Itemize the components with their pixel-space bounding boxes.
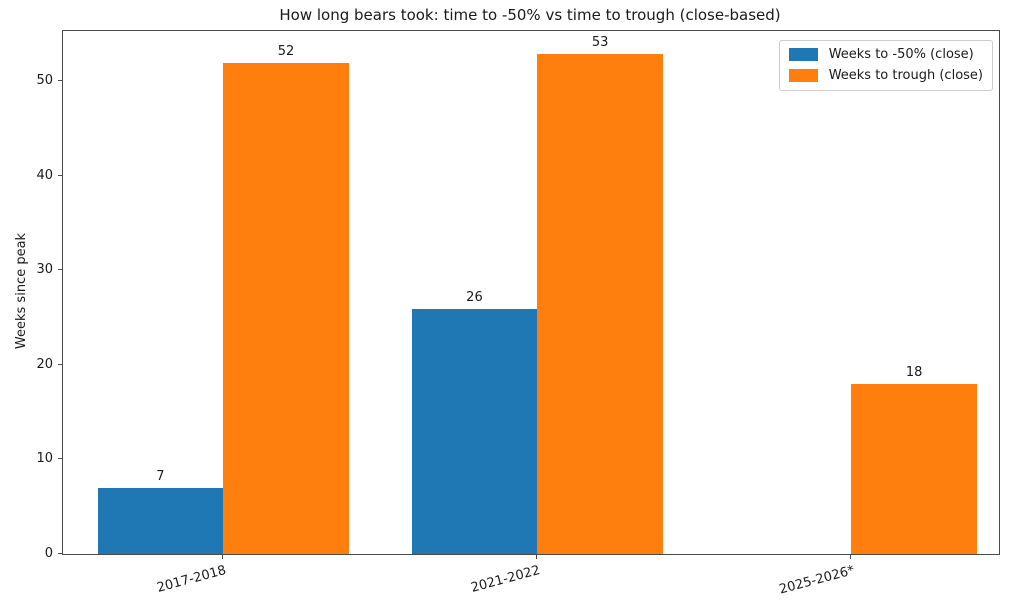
y-axis-label: Weeks since peak <box>14 232 29 350</box>
x-tick-label-1: 2021-2022 <box>469 563 543 596</box>
legend: Weeks to -50% (close) Weeks to trough (c… <box>778 40 993 91</box>
y-tick-mark-5 <box>58 80 62 82</box>
bar-value-s1-c1: 53 <box>591 34 609 50</box>
y-tick-label-4: 40 <box>36 167 53 183</box>
y-tick-label-1: 10 <box>36 451 53 467</box>
legend-item-weeks-to-trough: Weeks to trough (close) <box>788 68 983 83</box>
y-tick-mark-2 <box>58 363 62 365</box>
y-tick-mark-1 <box>58 458 62 460</box>
legend-swatch-weeks-to-trough <box>788 69 818 82</box>
x-tick-label-0: 2017-2018 <box>155 563 229 596</box>
x-tick-mark-2 <box>849 555 851 559</box>
bar-s0-c1 <box>411 308 538 554</box>
x-tick-mark-0 <box>221 555 223 559</box>
legend-label-weeks-to-trough: Weeks to trough (close) <box>828 68 983 83</box>
chart-title: How long bears took: time to -50% vs tim… <box>279 6 781 24</box>
legend-label-weeks-to-50: Weeks to -50% (close) <box>828 47 974 62</box>
bar-value-s0-c1: 26 <box>466 289 483 305</box>
legend-swatch-weeks-to-50 <box>788 48 818 61</box>
bar-value-s1-c0: 52 <box>277 44 295 60</box>
y-tick-label-3: 30 <box>36 262 53 278</box>
y-tick-mark-4 <box>58 174 62 176</box>
y-tick-label-0: 0 <box>44 545 53 561</box>
bar-value-s1-c2: 18 <box>905 365 923 381</box>
bar-s0-c0 <box>97 487 224 554</box>
bar-s1-c1 <box>537 53 663 554</box>
y-tick-label-2: 20 <box>36 356 53 372</box>
bar-s1-c2 <box>851 384 977 554</box>
bar-value-s0-c0: 7 <box>156 468 165 484</box>
legend-item-weeks-to-50: Weeks to -50% (close) <box>788 47 983 62</box>
y-tick-mark-0 <box>58 552 62 554</box>
x-tick-mark-1 <box>535 555 537 559</box>
x-tick-label-2: 2025-2026* <box>777 563 857 598</box>
y-tick-label-5: 50 <box>36 73 53 89</box>
plot-area: Weeks to -50% (close) Weeks to trough (c… <box>62 30 1000 555</box>
y-tick-mark-3 <box>58 269 62 271</box>
bar-s1-c0 <box>223 63 349 554</box>
